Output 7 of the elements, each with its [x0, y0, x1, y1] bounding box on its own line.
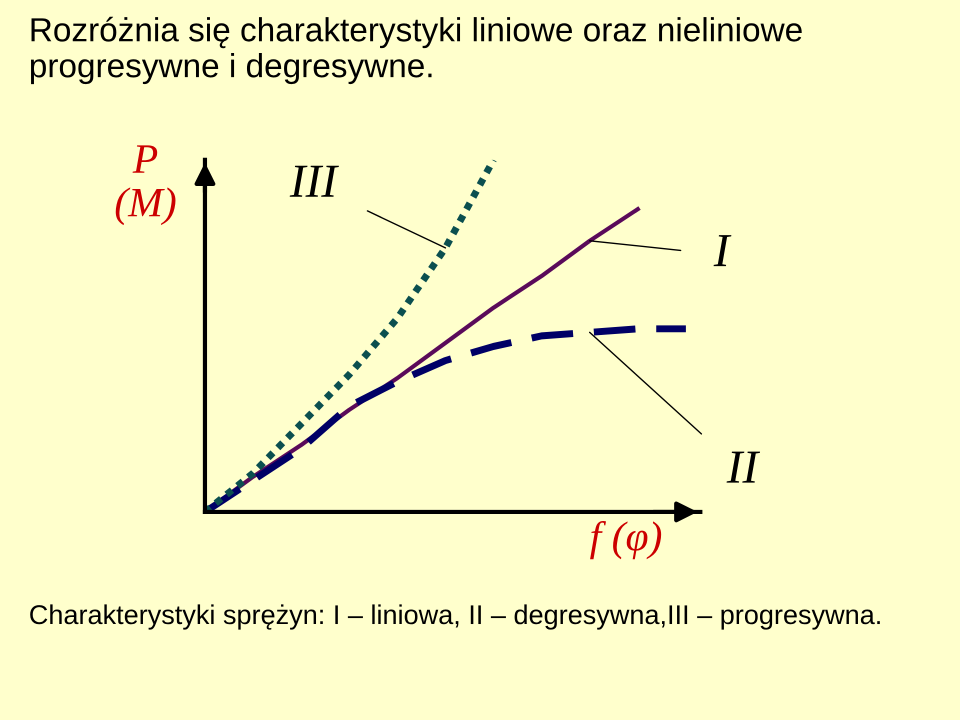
series-label: I — [714, 235, 732, 266]
chart-title: Rozróżnia się charakterystyki liniowe oraz nieliniowe progresywne i degresywne. — [30, 16, 802, 84]
text: Charakterystyki sprężyn: I – liniowa, II – degresywna,III – progresywna. — [30, 604, 880, 630]
y-axis-title: P (M) — [116, 145, 176, 226]
text: II — [726, 452, 760, 483]
x-axis-title: f (φ) — [590, 520, 662, 560]
text: III — [290, 166, 339, 197]
